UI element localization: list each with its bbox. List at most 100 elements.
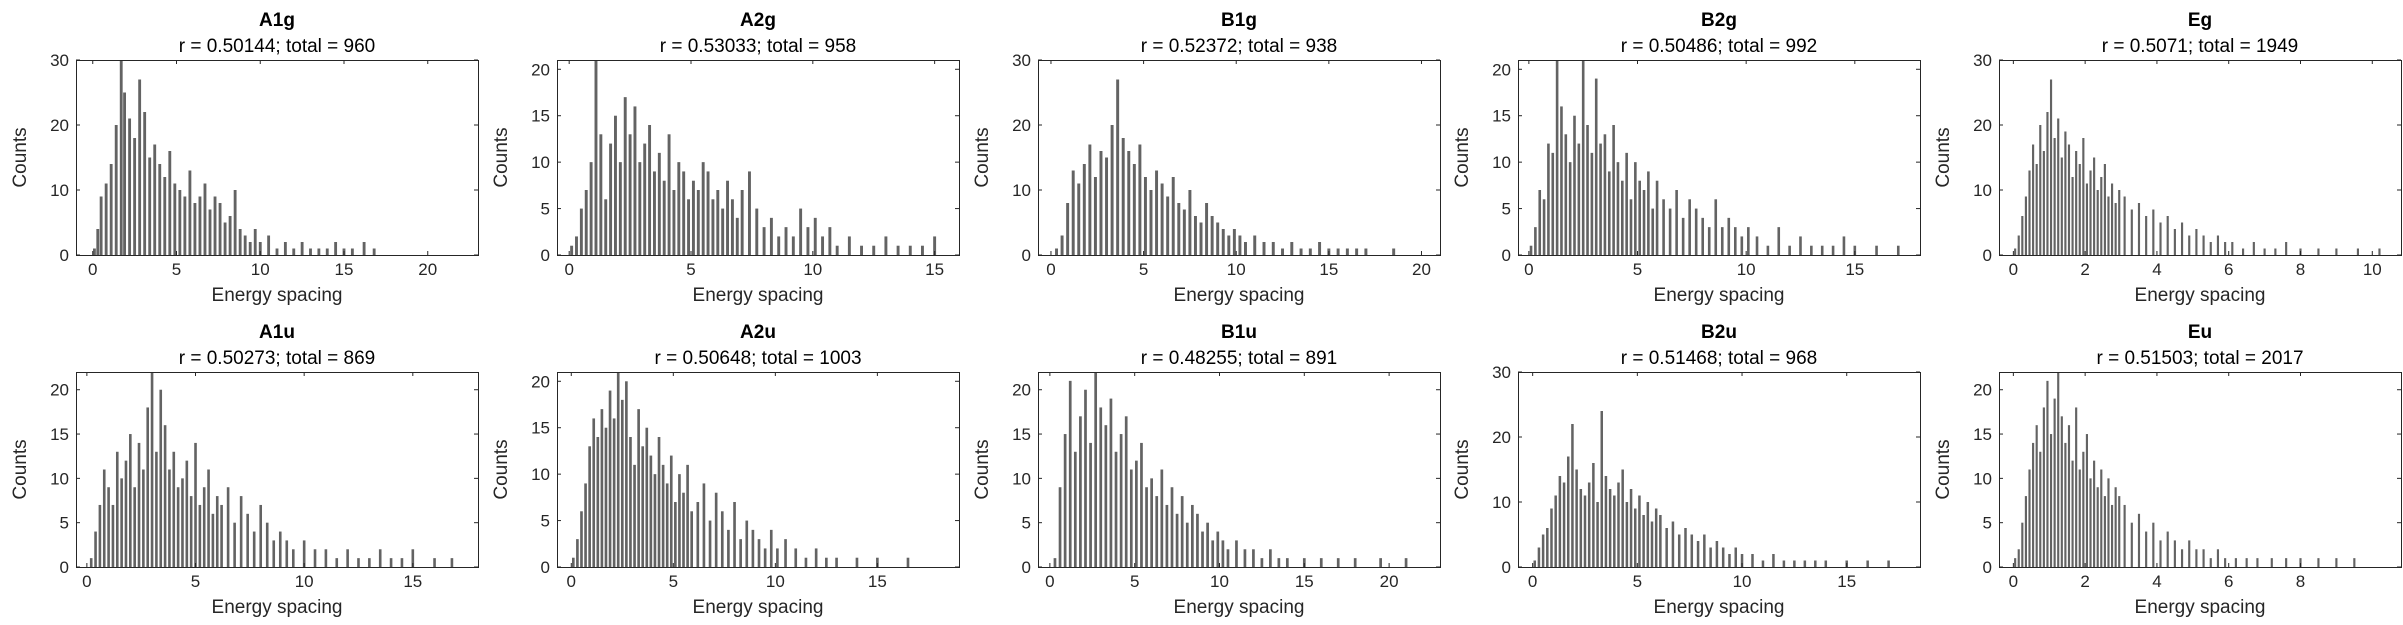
histogram-bar xyxy=(1285,558,1289,567)
histogram-bar xyxy=(641,446,645,567)
histogram-bar xyxy=(1166,196,1170,255)
histogram-bar xyxy=(153,144,157,255)
histogram-bar xyxy=(1599,143,1602,255)
histogram-bar xyxy=(570,245,574,255)
histogram-bar xyxy=(1777,227,1781,255)
histogram-bar xyxy=(2017,235,2020,255)
y-tick-label: 10 xyxy=(1492,493,1511,512)
subplot-subtitle: r = 0.52372; total = 938 xyxy=(1141,36,1338,57)
histogram-bar xyxy=(1201,531,1204,567)
histogram-bar xyxy=(1260,558,1264,567)
histogram-bar xyxy=(2024,196,2027,255)
histogram-bar xyxy=(123,92,126,255)
histogram-bar xyxy=(98,504,102,567)
histogram-bar xyxy=(1604,476,1608,567)
histogram-bar xyxy=(1747,227,1750,255)
histogram-bar xyxy=(645,427,649,567)
histogram-bar xyxy=(233,522,236,567)
y-axis-label: Counts xyxy=(491,127,512,187)
histogram-bar xyxy=(2028,170,2031,255)
histogram-bar xyxy=(2274,248,2277,255)
y-tick-label: 10 xyxy=(1012,181,1031,200)
histogram-bar xyxy=(1831,245,1835,255)
plot-frame xyxy=(1999,60,2402,256)
histogram-bar xyxy=(588,446,591,567)
histogram-bar xyxy=(1555,60,1559,255)
histogram-bar xyxy=(599,134,603,255)
histogram-bar xyxy=(2114,487,2117,567)
histogram-bar xyxy=(714,492,718,567)
histogram-bar xyxy=(2078,164,2081,255)
x-axis-label: Energy spacing xyxy=(1654,597,1785,618)
histogram-bar xyxy=(1110,125,1114,255)
histogram-bar xyxy=(1751,554,1754,567)
histogram-bar xyxy=(107,487,110,567)
histogram-bar xyxy=(1642,190,1646,255)
histogram-bar xyxy=(2060,416,2063,567)
histogram-bar xyxy=(2042,407,2045,567)
x-tick-label: 0 xyxy=(82,572,91,591)
histogram-bar xyxy=(721,208,725,255)
histogram-bar xyxy=(1104,425,1108,567)
histogram-bar xyxy=(138,79,142,255)
histogram-bar xyxy=(623,97,627,255)
histogram-bar xyxy=(272,540,276,567)
histogram-bar xyxy=(2173,540,2176,567)
histogram-bar xyxy=(835,245,839,255)
histogram-bar xyxy=(188,170,192,255)
histogram-bar xyxy=(1668,208,1672,255)
histogram-bar xyxy=(2123,504,2126,567)
x-axis-label: Energy spacing xyxy=(212,597,343,618)
histogram-bar xyxy=(102,469,106,567)
histogram-bar xyxy=(575,236,578,255)
histogram-bar xyxy=(1244,242,1247,255)
histogram-bar xyxy=(600,409,604,567)
histogram-bar xyxy=(638,162,642,255)
histogram-bar xyxy=(1177,203,1181,255)
y-tick-label: 10 xyxy=(50,181,69,200)
histogram-bar xyxy=(1262,242,1266,255)
histogram-bar xyxy=(1571,424,1574,567)
histogram-bar xyxy=(876,557,879,567)
histogram-bar xyxy=(2014,558,2017,567)
histogram-bar xyxy=(378,549,382,567)
histogram-bar xyxy=(609,143,613,255)
histogram-bar xyxy=(172,451,176,567)
histogram-bar xyxy=(1191,504,1194,567)
histogram-bar xyxy=(2252,242,2255,255)
histogram-bar xyxy=(1688,199,1691,255)
x-tick-label: 5 xyxy=(1633,260,1642,279)
histogram-bar xyxy=(1875,245,1878,255)
histogram-bar xyxy=(751,529,755,567)
histogram-bar xyxy=(1143,177,1147,255)
histogram-bar xyxy=(1319,558,1323,567)
y-tick-label: 20 xyxy=(1973,381,1992,400)
histogram-bar xyxy=(696,190,700,255)
histogram-bar xyxy=(730,199,734,255)
y-tick-label: 5 xyxy=(541,200,550,219)
histogram-bar xyxy=(2107,478,2110,567)
histogram-bar xyxy=(1707,227,1711,255)
histogram-bar xyxy=(1655,180,1659,255)
histogram-bar xyxy=(89,558,93,567)
histogram-bar xyxy=(1109,398,1113,567)
histogram-bar xyxy=(1740,236,1744,255)
histogram-bar xyxy=(2299,558,2302,567)
histogram-bar xyxy=(213,196,217,255)
histogram-bar xyxy=(2049,434,2053,567)
histogram-bar xyxy=(860,245,863,255)
histogram-bar xyxy=(1810,245,1813,255)
histogram-bar xyxy=(2123,196,2126,255)
histogram-bar xyxy=(2096,487,2099,567)
histogram-bar xyxy=(2067,144,2071,255)
plot-frame xyxy=(1518,372,1921,568)
histogram-bar xyxy=(198,504,202,567)
histogram-bar xyxy=(173,183,177,255)
histogram-bar xyxy=(702,483,706,567)
histogram-bar xyxy=(589,162,593,255)
histogram-bar xyxy=(1554,495,1557,567)
x-axis-label: Energy spacing xyxy=(693,597,824,618)
histogram-bar xyxy=(114,125,118,255)
x-tick-label: 5 xyxy=(1139,260,1148,279)
histogram-bar xyxy=(2039,451,2042,567)
